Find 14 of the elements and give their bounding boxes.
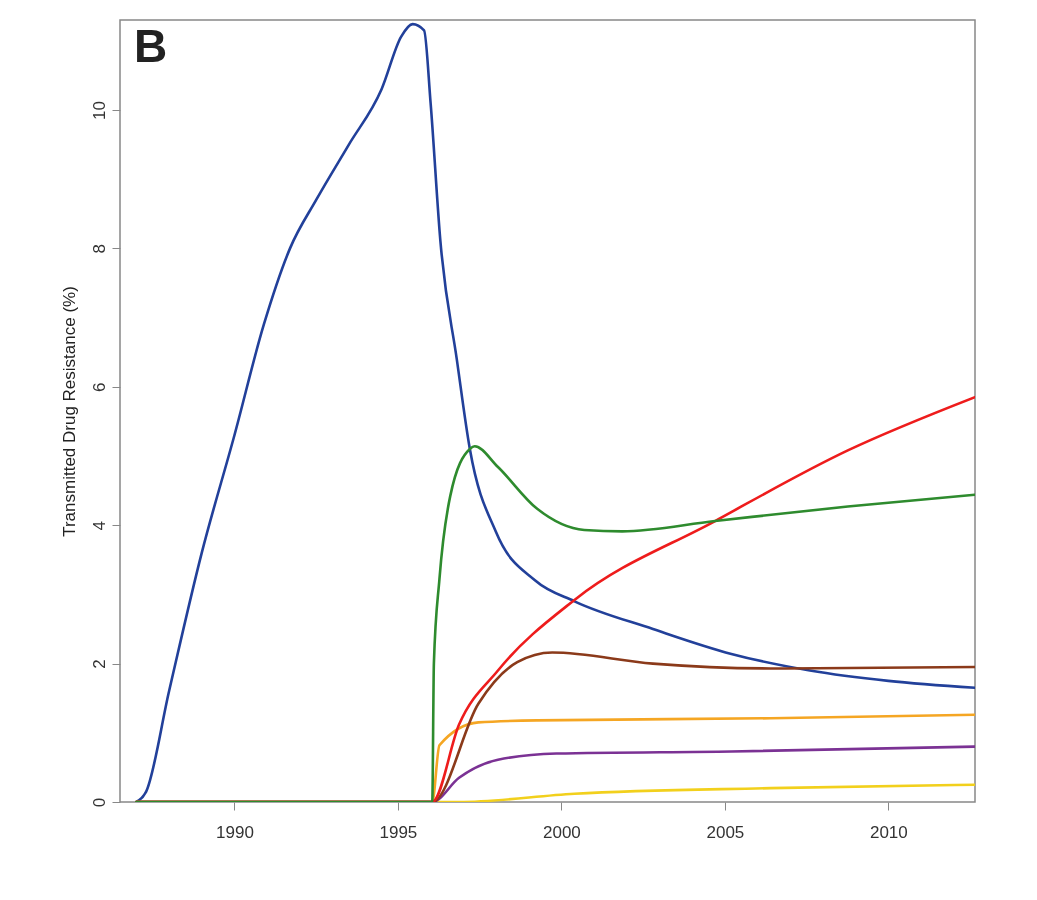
x-tick-label: 1995 xyxy=(379,822,418,842)
x-tick-label: 2010 xyxy=(869,822,908,842)
y-tick-label: 8 xyxy=(89,244,109,254)
x-tick-label: 2000 xyxy=(542,822,581,842)
y-axis-title: Transmitted Drug Resistance (%) xyxy=(59,286,79,537)
x-tick-label: 1990 xyxy=(216,822,254,842)
y-tick-label: 6 xyxy=(89,382,109,393)
x-tick-label: 2005 xyxy=(706,822,745,842)
line-series xyxy=(135,22,975,802)
y-tick-label: 4 xyxy=(89,520,109,531)
annotation: B xyxy=(134,20,168,72)
y-tick-label: 2 xyxy=(89,659,109,669)
y-tick-label: 0 xyxy=(89,797,109,808)
y-tick-label: 10 xyxy=(89,101,109,120)
